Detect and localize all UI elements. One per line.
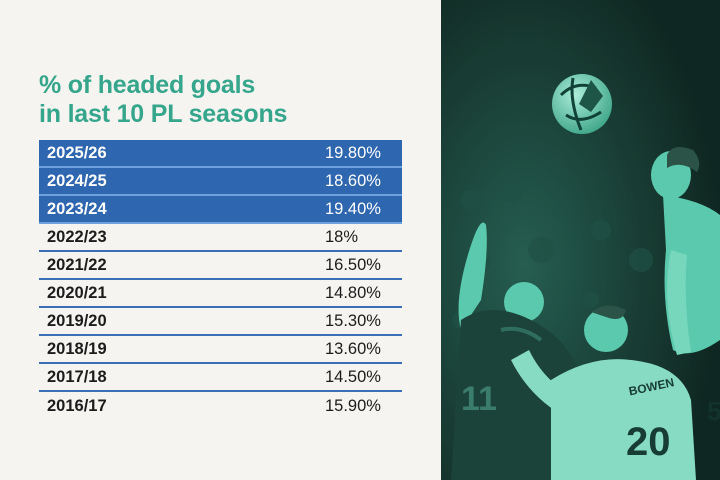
table-row: 2017/18 14.50% — [39, 364, 402, 392]
headed-goals-value: 19.40% — [325, 199, 381, 218]
table-row: 2023/24 19.40% — [39, 196, 402, 224]
headed-goals-table: 2025/26 19.80% 2024/25 18.60% 2023/24 19.40% 2… — [39, 140, 402, 420]
table-row: 2021/22 16.50% — [39, 252, 402, 280]
table-row: 2020/21 14.80% — [39, 280, 402, 308]
headed-goals-value: 13.60% — [325, 339, 381, 358]
season-label: 2018/19 — [47, 339, 107, 358]
headed-goals-value: 18% — [325, 227, 359, 246]
headed-goals-value: 16.50% — [325, 255, 381, 274]
table-row: 2016/17 15.90% — [39, 392, 402, 420]
table-row: 2018/19 13.60% — [39, 336, 402, 364]
chart-title-line-1: % of headed goals — [39, 71, 256, 99]
season-label: 2016/17 — [47, 396, 107, 415]
table-row: 2025/26 19.80% — [39, 140, 402, 168]
season-label: 2025/26 — [47, 143, 107, 162]
infographic-panel: % of headed goals in last 10 PL seasons … — [39, 71, 419, 420]
table-row: 2022/23 18% — [39, 224, 402, 252]
headed-goals-value: 14.80% — [325, 283, 381, 302]
table-row: 2024/25 18.60% — [39, 168, 402, 196]
season-label: 2022/23 — [47, 227, 107, 246]
season-label: 2024/25 — [47, 171, 107, 190]
season-label: 2021/22 — [47, 255, 107, 274]
chart-title: % of headed goals in last 10 PL seasons — [39, 71, 419, 129]
headed-goals-value: 19.80% — [325, 143, 381, 162]
headed-goals-value: 15.30% — [325, 311, 381, 330]
football-photo: 5 11 BOWEN 20 — [441, 0, 720, 480]
season-label: 2023/24 — [47, 199, 107, 218]
players-heading-ball-image: 5 11 BOWEN 20 — [441, 0, 720, 480]
jersey-number-left: 11 — [461, 380, 497, 418]
headed-goals-value: 15.90% — [325, 396, 381, 415]
season-label: 2019/20 — [47, 311, 107, 330]
season-label: 2017/18 — [47, 367, 107, 386]
jersey-number-right: 20 — [626, 420, 671, 464]
season-label: 2020/21 — [47, 283, 107, 302]
headed-goals-value: 14.50% — [325, 367, 381, 386]
jersey-number-edge: 5 — [707, 396, 720, 426]
headed-goals-value: 18.60% — [325, 171, 381, 190]
table-row: 2019/20 15.30% — [39, 308, 402, 336]
football-icon — [552, 74, 612, 134]
chart-title-line-2: in last 10 PL seasons — [39, 100, 288, 128]
